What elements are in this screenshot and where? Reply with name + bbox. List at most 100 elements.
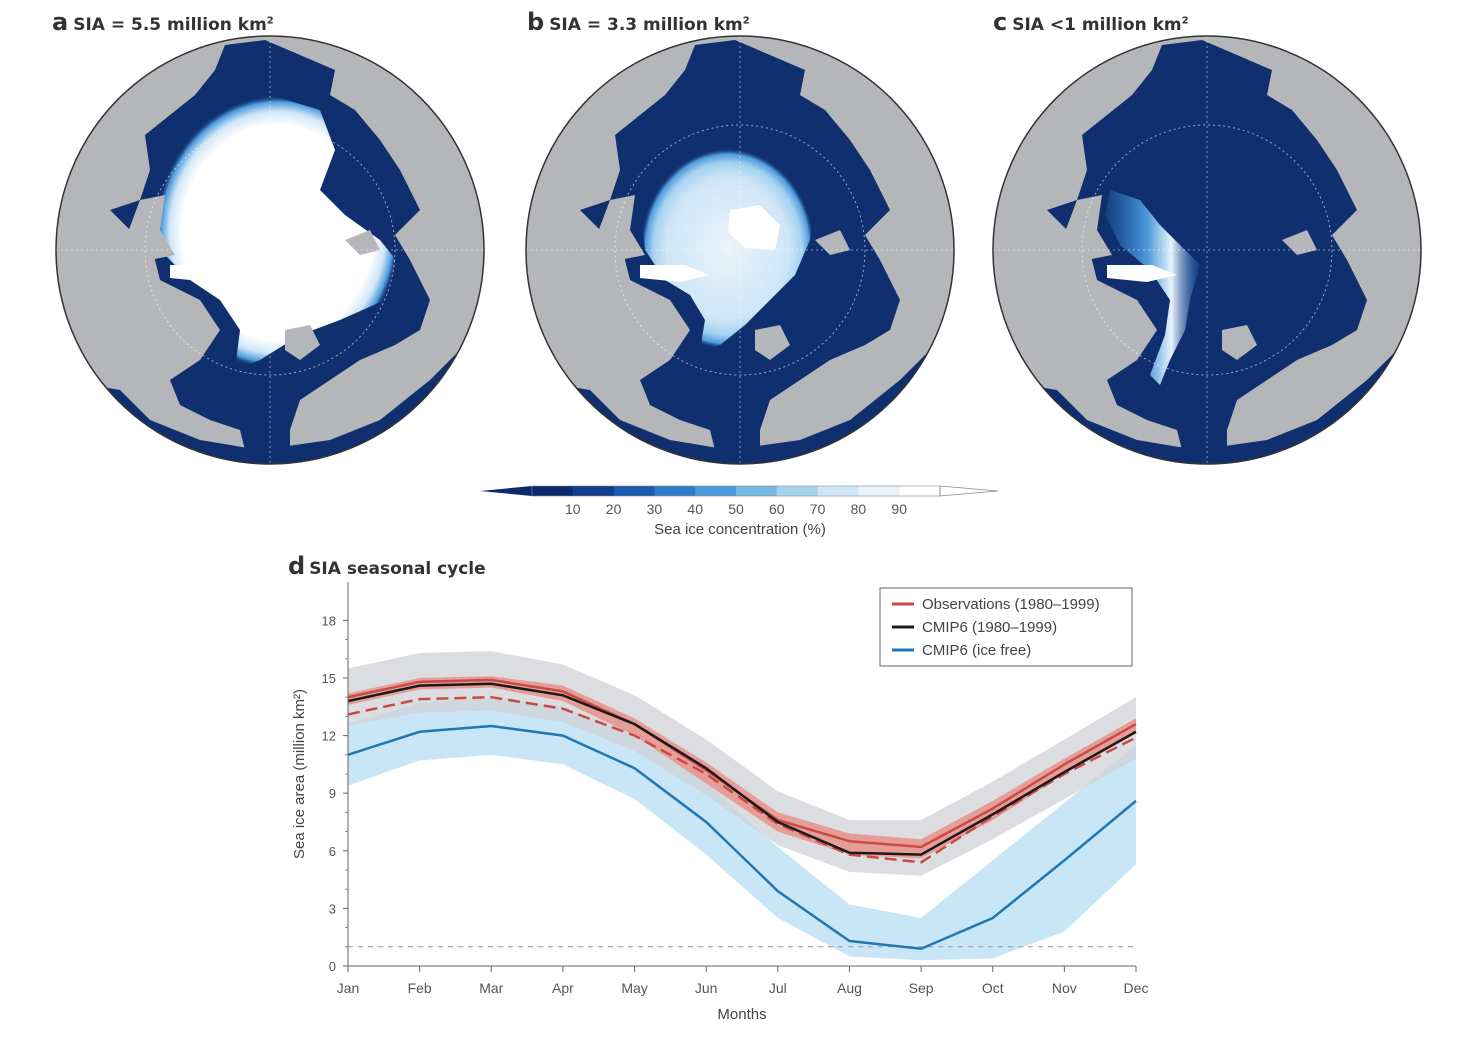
chart-title-letter: d bbox=[288, 552, 306, 580]
y-tick-label: 15 bbox=[322, 671, 336, 686]
map-a-latitude-circle bbox=[144, 124, 396, 376]
panel-c-title-sup: 2 bbox=[1181, 15, 1189, 27]
colorbar: 10 20 30 40 50 60 70 80 90 bbox=[480, 485, 999, 517]
x-tick-label: Sep bbox=[909, 980, 934, 996]
legend-label: CMIP6 (1980–1999) bbox=[922, 619, 1057, 636]
colorbar-tick-label: 70 bbox=[810, 501, 826, 517]
map-c-ice bbox=[1105, 190, 1200, 385]
map-a-border bbox=[55, 35, 485, 465]
colorbar-segment bbox=[695, 486, 737, 496]
panel-c-title-text: SIA <1 million km bbox=[1012, 15, 1182, 35]
map-b-archipelago bbox=[595, 195, 645, 260]
panel-b-title-sup: 2 bbox=[742, 15, 750, 27]
colorbar-segments bbox=[480, 485, 999, 497]
cmip6-ice-free-band bbox=[348, 697, 1136, 961]
x-tick-label: Nov bbox=[1052, 980, 1077, 996]
map-c-archipelago bbox=[1062, 195, 1112, 260]
x-tick-label: Apr bbox=[552, 980, 574, 996]
map-a-ice bbox=[155, 95, 400, 370]
map-c-border bbox=[992, 35, 1422, 465]
panel-a-title: a SIA = 5.5 million km2 bbox=[52, 8, 274, 36]
map-b-ice bbox=[640, 148, 815, 350]
map-c-strait bbox=[1107, 265, 1177, 282]
y-tick-label: 12 bbox=[322, 729, 336, 744]
colorbar-tick-label: 90 bbox=[891, 501, 907, 517]
colorbar-segment bbox=[776, 486, 819, 496]
panel-a-title-sup: 2 bbox=[266, 15, 274, 27]
x-axis-label: Months bbox=[717, 1006, 766, 1023]
x-tick-label: Jul bbox=[769, 980, 787, 996]
map-b-ocean-south bbox=[530, 330, 950, 464]
colorbar-tick-label: 60 bbox=[769, 501, 785, 517]
panel-b-letter: b bbox=[527, 8, 545, 36]
map-c-landmass bbox=[1222, 325, 1257, 360]
chart-title-text: SIA seasonal cycle bbox=[309, 559, 486, 579]
map-a-ocean-south bbox=[60, 330, 480, 464]
x-tick-label: Jan bbox=[337, 980, 360, 996]
map-a-island bbox=[345, 230, 380, 255]
panel-a-letter: a bbox=[52, 8, 69, 36]
chart-bands bbox=[348, 651, 1136, 961]
y-axis-label: Sea ice area (million km²) bbox=[291, 689, 308, 859]
colorbar-segment bbox=[613, 486, 655, 496]
colorbar-tick-label: 40 bbox=[687, 501, 703, 517]
legend-label: CMIP6 (ice free) bbox=[922, 642, 1031, 659]
colorbar-segment bbox=[736, 486, 778, 496]
colorbar-segment bbox=[858, 486, 900, 496]
observations-dashed-line bbox=[347, 695, 1137, 864]
y-tick-label: 6 bbox=[329, 844, 336, 859]
polar-maps bbox=[55, 35, 1422, 465]
x-tick-label: Jun bbox=[695, 980, 718, 996]
x-tick-label: Aug bbox=[837, 980, 862, 996]
colorbar-tick-label: 50 bbox=[728, 501, 744, 517]
legend-box bbox=[879, 587, 1133, 667]
legend-label: Observations (1980–1999) bbox=[922, 596, 1100, 613]
panel-a-title-text: SIA = 5.5 million km bbox=[73, 15, 267, 35]
map-c-ocean-south bbox=[997, 330, 1417, 464]
seasonal-cycle-chart: 0 3 6 9 12 15 18 Jan Feb Mar Apr May Jun Jul Aug Sep Oct… bbox=[291, 582, 1149, 1023]
map-b-latitude-circle bbox=[614, 124, 866, 376]
x-tick-label: Feb bbox=[408, 980, 432, 996]
y-tick-label: 0 bbox=[329, 959, 336, 974]
colorbar-arrow-right bbox=[939, 485, 999, 497]
x-tick-label: May bbox=[621, 980, 647, 996]
colorbar-tick-label: 10 bbox=[565, 501, 581, 517]
cmip6-ice-free-line bbox=[347, 724, 1137, 950]
map-b bbox=[526, 36, 954, 464]
colorbar-segment bbox=[654, 486, 696, 496]
map-b-landmass bbox=[755, 325, 790, 360]
x-tick-label: Oct bbox=[982, 980, 1004, 996]
x-tick-label: Dec bbox=[1124, 980, 1149, 996]
colorbar-segment bbox=[817, 486, 859, 496]
colorbar-tick-label: 20 bbox=[606, 501, 622, 517]
chart-lines bbox=[347, 678, 1137, 950]
map-a-archipelago bbox=[125, 195, 175, 260]
map-c-island bbox=[1282, 230, 1317, 255]
colorbar-segment bbox=[572, 486, 615, 496]
y-tick-label: 9 bbox=[329, 786, 336, 801]
map-a bbox=[56, 36, 484, 464]
colorbar-tick-label: 30 bbox=[647, 501, 663, 517]
y-tick-label: 3 bbox=[329, 901, 336, 916]
map-c-latitude-circle bbox=[1081, 124, 1333, 376]
colorbar-arrow-left bbox=[480, 486, 532, 496]
cmip6-historical-band bbox=[348, 651, 1136, 876]
panel-c-letter: c bbox=[993, 8, 1008, 36]
map-c bbox=[993, 36, 1421, 464]
chart-title: d SIA seasonal cycle bbox=[288, 552, 486, 580]
map-b-ice-core bbox=[728, 205, 780, 250]
colorbar-segment bbox=[899, 486, 941, 496]
map-a-landmass bbox=[285, 325, 320, 360]
colorbar-tick-label: 80 bbox=[851, 501, 867, 517]
panel-b-title-text: SIA = 3.3 million km bbox=[549, 15, 743, 35]
chart-axes: 0 3 6 9 12 15 18 Jan Feb Mar Apr May Jun Jul Aug Sep Oct… bbox=[322, 582, 1149, 996]
cmip6-historical-line bbox=[347, 682, 1137, 856]
map-b-border bbox=[525, 35, 955, 465]
panel-b-title: b SIA = 3.3 million km2 bbox=[527, 8, 750, 36]
legend: Observations (1980–1999) CMIP6 (1980–1999… bbox=[879, 587, 1133, 667]
colorbar-ticks: 10 20 30 40 50 60 70 80 90 bbox=[565, 501, 907, 517]
colorbar-frame bbox=[531, 485, 941, 497]
map-b-strait bbox=[640, 265, 710, 282]
x-tick-label: Mar bbox=[479, 980, 503, 996]
colorbar-label: Sea ice concentration (%) bbox=[654, 521, 826, 538]
